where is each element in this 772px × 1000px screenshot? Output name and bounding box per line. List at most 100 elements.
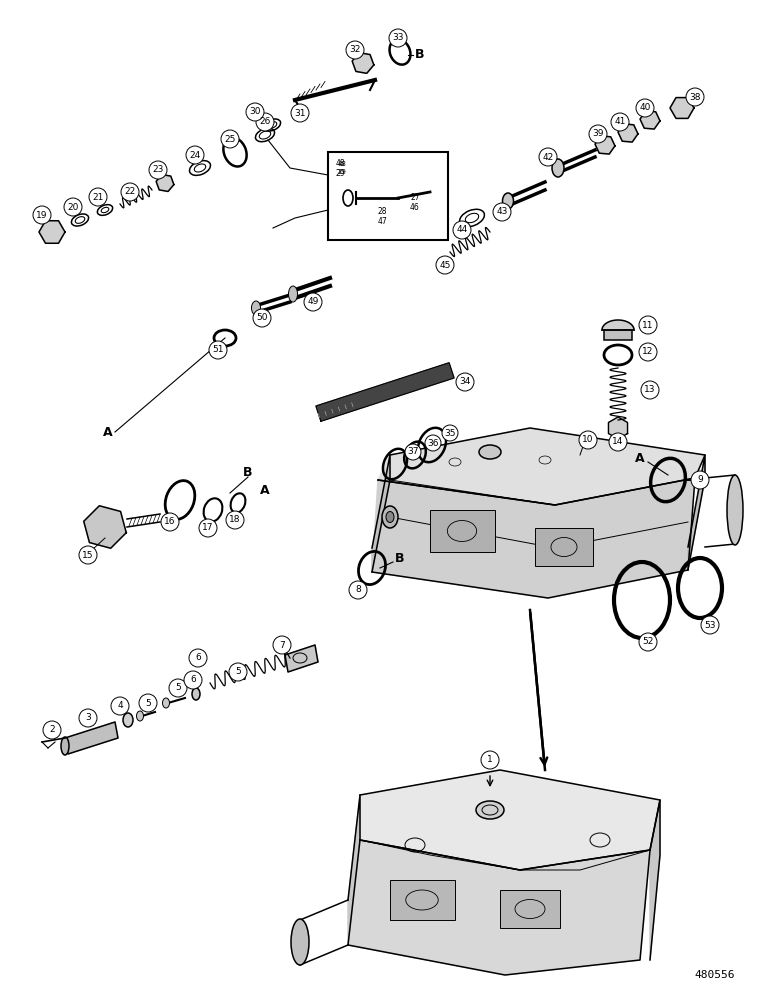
Text: 25: 25 xyxy=(225,134,235,143)
Circle shape xyxy=(639,343,657,361)
Polygon shape xyxy=(608,417,628,439)
Polygon shape xyxy=(65,722,118,754)
Circle shape xyxy=(701,616,719,634)
Text: 4: 4 xyxy=(117,702,123,710)
Polygon shape xyxy=(378,428,705,505)
Ellipse shape xyxy=(479,445,501,459)
Text: 45: 45 xyxy=(439,260,451,269)
Text: 9: 9 xyxy=(697,476,703,485)
Circle shape xyxy=(79,709,97,727)
Text: 10: 10 xyxy=(582,436,594,444)
Circle shape xyxy=(304,293,322,311)
Text: 34: 34 xyxy=(459,377,471,386)
Circle shape xyxy=(229,663,247,681)
Polygon shape xyxy=(618,124,638,142)
Circle shape xyxy=(169,679,187,697)
Text: 33: 33 xyxy=(392,33,404,42)
Text: 8: 8 xyxy=(355,585,361,594)
Text: 29: 29 xyxy=(335,168,345,178)
Text: 31: 31 xyxy=(294,108,306,117)
Bar xyxy=(430,510,495,552)
Text: 52: 52 xyxy=(642,638,654,647)
Circle shape xyxy=(246,103,264,121)
Text: 50: 50 xyxy=(256,314,268,322)
Text: B: B xyxy=(243,466,252,480)
Polygon shape xyxy=(688,455,705,570)
Circle shape xyxy=(149,161,167,179)
Circle shape xyxy=(589,125,607,143)
Circle shape xyxy=(493,203,511,221)
Text: 12: 12 xyxy=(642,348,654,357)
Circle shape xyxy=(256,113,274,131)
Text: 32: 32 xyxy=(349,45,361,54)
Bar xyxy=(500,890,560,928)
Circle shape xyxy=(64,198,82,216)
Polygon shape xyxy=(360,770,660,870)
Circle shape xyxy=(442,425,458,441)
Text: 3: 3 xyxy=(85,714,91,722)
Ellipse shape xyxy=(476,801,504,819)
Circle shape xyxy=(691,471,709,489)
Ellipse shape xyxy=(552,159,564,177)
Text: B: B xyxy=(415,48,425,62)
Text: A: A xyxy=(260,484,269,496)
Ellipse shape xyxy=(162,698,170,708)
Bar xyxy=(535,528,593,566)
Ellipse shape xyxy=(382,506,398,528)
Text: 17: 17 xyxy=(202,524,214,532)
Circle shape xyxy=(161,513,179,531)
Circle shape xyxy=(609,433,627,451)
Text: 24: 24 xyxy=(189,150,201,159)
Bar xyxy=(328,152,448,240)
Text: 48: 48 xyxy=(335,158,345,167)
Circle shape xyxy=(579,431,597,449)
Ellipse shape xyxy=(61,737,69,755)
Text: 36: 36 xyxy=(427,438,438,448)
Circle shape xyxy=(79,546,97,564)
Text: 2: 2 xyxy=(49,726,55,734)
Circle shape xyxy=(184,671,202,689)
Polygon shape xyxy=(595,136,615,154)
Text: 42: 42 xyxy=(543,152,554,161)
Circle shape xyxy=(111,697,129,715)
Text: 30: 30 xyxy=(249,107,261,116)
Text: 6: 6 xyxy=(195,654,201,662)
Ellipse shape xyxy=(252,301,260,315)
Ellipse shape xyxy=(289,286,297,302)
Circle shape xyxy=(89,188,107,206)
Circle shape xyxy=(221,130,239,148)
Circle shape xyxy=(273,636,291,654)
Text: 53: 53 xyxy=(704,620,716,630)
Text: 11: 11 xyxy=(642,320,654,330)
Circle shape xyxy=(641,381,659,399)
Text: 27: 27 xyxy=(410,192,420,202)
Text: 41: 41 xyxy=(615,117,625,126)
Text: 5: 5 xyxy=(175,684,181,692)
Text: 6: 6 xyxy=(190,676,196,684)
Text: 46: 46 xyxy=(410,202,420,212)
Polygon shape xyxy=(285,645,318,672)
Ellipse shape xyxy=(123,713,133,727)
Text: 23: 23 xyxy=(152,165,164,174)
Polygon shape xyxy=(640,111,660,129)
Text: 16: 16 xyxy=(164,518,176,526)
Circle shape xyxy=(346,41,364,59)
Text: 37: 37 xyxy=(408,448,418,456)
Circle shape xyxy=(253,309,271,327)
Text: 480556: 480556 xyxy=(695,970,735,980)
Text: 48
29: 48 29 xyxy=(337,161,347,174)
Circle shape xyxy=(186,146,204,164)
Ellipse shape xyxy=(192,688,200,700)
Text: 5: 5 xyxy=(235,668,241,676)
Circle shape xyxy=(639,316,657,334)
Polygon shape xyxy=(83,506,127,548)
Text: 15: 15 xyxy=(83,550,93,560)
Text: 21: 21 xyxy=(93,192,103,202)
Polygon shape xyxy=(372,455,390,572)
Circle shape xyxy=(611,113,629,131)
Circle shape xyxy=(539,148,557,166)
Polygon shape xyxy=(348,795,360,945)
Ellipse shape xyxy=(503,193,513,209)
Circle shape xyxy=(686,88,704,106)
Circle shape xyxy=(456,373,474,391)
